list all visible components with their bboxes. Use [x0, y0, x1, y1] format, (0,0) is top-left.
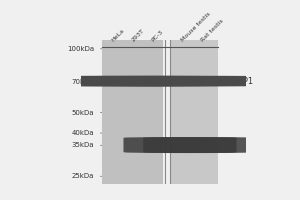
Text: Mouse testis: Mouse testis: [180, 11, 212, 43]
FancyBboxPatch shape: [61, 76, 240, 86]
FancyBboxPatch shape: [110, 76, 289, 86]
Text: PC-3: PC-3: [150, 29, 164, 43]
Bar: [103, 40, 163, 184]
FancyBboxPatch shape: [21, 76, 200, 86]
Text: 25kDa: 25kDa: [71, 173, 94, 179]
Text: Rat testis: Rat testis: [200, 18, 224, 43]
FancyBboxPatch shape: [143, 137, 256, 153]
Text: 40kDa: 40kDa: [71, 130, 94, 136]
Text: 35kDa: 35kDa: [71, 142, 94, 148]
FancyBboxPatch shape: [91, 76, 269, 86]
FancyBboxPatch shape: [41, 76, 220, 86]
Text: G3BP1: G3BP1: [226, 77, 254, 86]
Text: 293T: 293T: [130, 28, 145, 43]
Text: HeLa: HeLa: [111, 28, 125, 43]
Text: 70kDa: 70kDa: [71, 79, 94, 85]
Bar: [171, 40, 218, 184]
FancyBboxPatch shape: [124, 137, 236, 153]
Text: 100kDa: 100kDa: [67, 46, 94, 52]
Text: 50kDa: 50kDa: [71, 110, 94, 116]
